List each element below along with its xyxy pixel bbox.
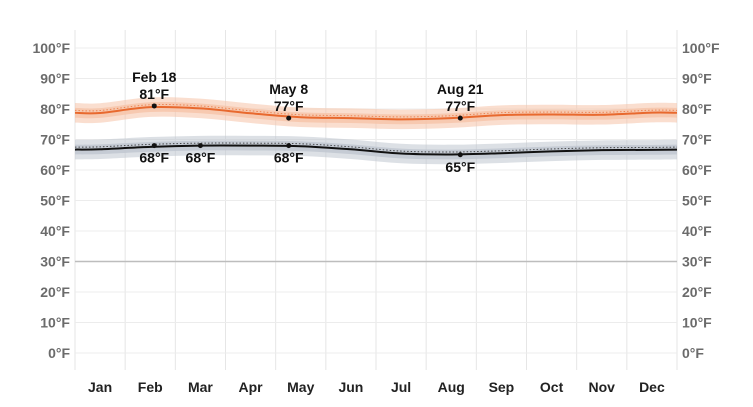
y-tick-label: 100°F	[682, 40, 720, 56]
annotation-value: 81°F	[139, 86, 169, 102]
y-tick-label: 80°F	[40, 101, 70, 117]
y-tick-label: 0°F	[682, 345, 704, 361]
annotation-date: Feb 18	[132, 69, 177, 85]
annotation-dot	[457, 152, 463, 158]
annotation-value: 77°F	[274, 98, 304, 114]
annotation-value: 77°F	[445, 98, 475, 114]
annotation-value: 65°F	[445, 159, 475, 175]
y-tick-label: 90°F	[40, 71, 70, 87]
y-tick-label: 30°F	[682, 254, 712, 270]
x-tick-label: Jul	[391, 379, 411, 395]
y-tick-label: 70°F	[682, 132, 712, 148]
y-tick-label: 100°F	[32, 40, 70, 56]
y-tick-label: 50°F	[40, 193, 70, 209]
x-tick-label: Oct	[540, 379, 564, 395]
y-tick-label: 40°F	[682, 223, 712, 239]
annotation-value: 68°F	[186, 150, 216, 166]
x-tick-label: Feb	[138, 379, 163, 395]
series-band-inner	[75, 102, 677, 125]
annotation-value: 68°F	[274, 150, 304, 166]
annotation-dot	[457, 115, 463, 121]
y-tick-label: 20°F	[40, 284, 70, 300]
annotation-dot	[151, 143, 157, 149]
y-tick-label: 70°F	[40, 132, 70, 148]
x-tick-label: Jan	[88, 379, 112, 395]
series-band-outer	[75, 97, 677, 130]
annotation-dot	[151, 103, 157, 109]
annotation-value: 68°F	[139, 150, 169, 166]
y-tick-label: 10°F	[682, 315, 712, 331]
x-tick-label: Aug	[438, 379, 465, 395]
x-tick-label: Jun	[338, 379, 363, 395]
annotation-date: Aug 21	[437, 81, 484, 97]
y-tick-label: 50°F	[682, 193, 712, 209]
y-tick-label: 80°F	[682, 101, 712, 117]
x-tick-label: Sep	[489, 379, 515, 395]
x-tick-label: Dec	[639, 379, 665, 395]
x-tick-label: May	[287, 379, 314, 395]
y-tick-label: 60°F	[40, 162, 70, 178]
x-tick-label: Apr	[239, 379, 264, 395]
y-tick-label: 30°F	[40, 254, 70, 270]
y-axis-left: 0°F 10°F 20°F 30°F 40°F 50°F 60°F 70°F 80°F 90°F 1…	[32, 40, 70, 361]
y-tick-label: 10°F	[40, 315, 70, 331]
y-tick-label: 60°F	[682, 162, 712, 178]
y-axis-right: 0°F 10°F 20°F 30°F 40°F 50°F 60°F 70°F 80°F 90°F 1…	[682, 40, 720, 361]
y-tick-label: 40°F	[40, 223, 70, 239]
annotation-date: May 8	[269, 81, 308, 97]
y-tick-label: 90°F	[682, 71, 712, 87]
annotation-dot	[286, 143, 292, 149]
x-tick-label: Mar	[188, 379, 213, 395]
y-tick-label: 20°F	[682, 284, 712, 300]
annotation-dot	[197, 143, 203, 149]
x-tick-label: Nov	[589, 379, 616, 395]
series-dotted-line	[74, 142, 678, 153]
y-tick-label: 0°F	[48, 345, 70, 361]
annotation-dot	[286, 115, 292, 121]
series-dotted-line	[74, 103, 678, 118]
x-axis: Jan Feb Mar Apr May Jun Jul Aug Sep Oct Nov Dec	[88, 379, 665, 395]
